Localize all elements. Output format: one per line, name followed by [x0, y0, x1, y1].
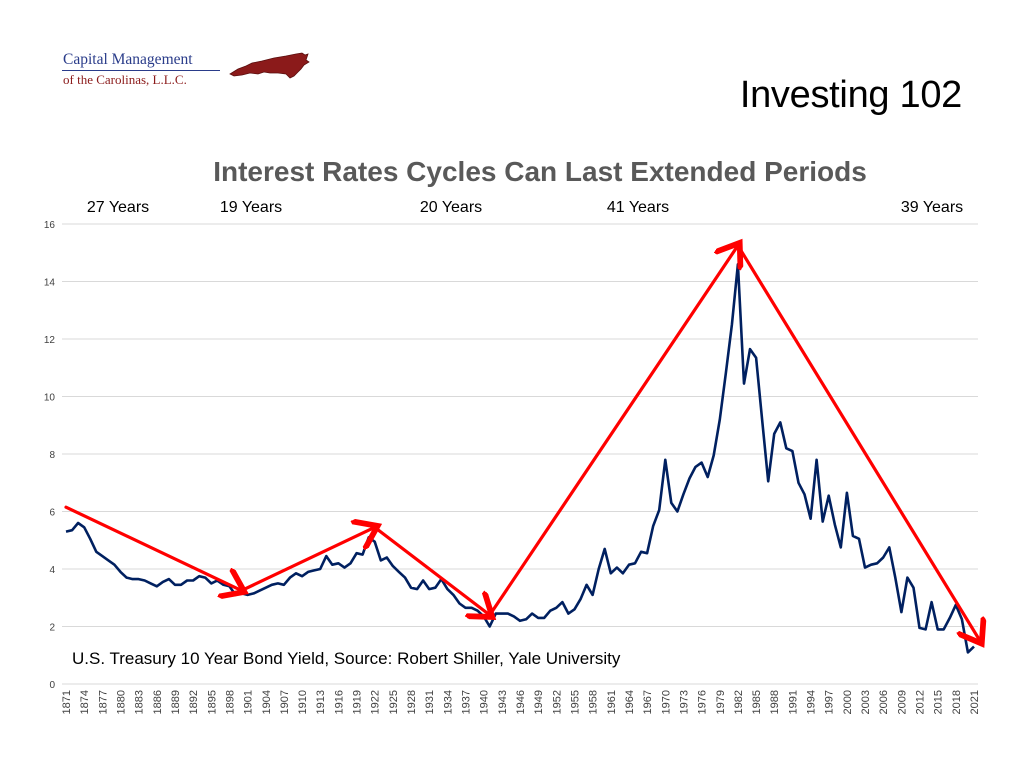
x-tick-label: 1892 [188, 690, 200, 714]
x-tick-label: 1871 [61, 690, 73, 714]
x-tick-label: 1967 [642, 690, 654, 714]
x-tick-label: 1904 [261, 690, 273, 714]
period-label-3: 20 Years [419, 199, 483, 216]
period-label-1: 27 Years [86, 199, 150, 216]
x-tick-label: 2021 [969, 690, 981, 714]
x-tick-label: 1931 [424, 690, 436, 714]
x-tick-label: 1895 [206, 690, 218, 714]
logo-underline [62, 70, 220, 72]
x-tick-label: 1877 [97, 690, 109, 714]
x-tick-label: 1958 [588, 690, 600, 714]
y-tick-label: 12 [44, 335, 56, 346]
y-tick-label: 16 [44, 220, 56, 231]
x-tick-label: 1976 [697, 690, 709, 714]
x-tick-label: 1991 [787, 690, 799, 714]
x-tick-label: 1970 [660, 690, 672, 714]
x-tick-label: 1880 [115, 690, 127, 714]
x-tick-label: 1946 [515, 690, 527, 714]
x-tick-label: 1913 [315, 690, 327, 714]
chart-title: Interest Rates Cycles Can Last Extended … [213, 156, 867, 187]
period-label-4: 41 Years [606, 199, 670, 216]
x-tick-label: 1898 [224, 690, 236, 714]
x-tick-label: 1943 [497, 690, 509, 714]
x-tick-label: 1937 [461, 690, 473, 714]
x-tick-label: 1910 [297, 690, 309, 714]
x-tick-label: 1985 [751, 690, 763, 714]
x-tick-label: 1973 [678, 690, 690, 714]
source-note: U.S. Treasury 10 Year Bond Yield, Source… [70, 649, 623, 669]
y-tick-label: 6 [49, 508, 55, 519]
x-tick-label: 1883 [134, 690, 146, 714]
x-tick-label: 1907 [279, 690, 291, 714]
trend-arrow-1 [64, 505, 242, 590]
trend-arrow-2 [239, 527, 375, 593]
period-label-2: 19 Years [219, 199, 283, 216]
x-tick-label: 1940 [479, 690, 491, 714]
x-tick-label: 1961 [606, 690, 618, 714]
trend-arrow-4 [488, 246, 738, 617]
trend-arrow-3 [373, 525, 490, 615]
x-tick-label: 1949 [533, 690, 545, 714]
x-tick-label: 1901 [243, 690, 255, 714]
x-tick-label: 2015 [933, 690, 945, 714]
y-tick-label: 4 [49, 565, 55, 576]
x-tick-label: 1934 [442, 690, 454, 714]
x-tick-label: 1886 [152, 690, 164, 714]
trend-arrow-5 [736, 243, 980, 641]
x-tick-label: 2018 [951, 690, 963, 714]
x-tick-label: 1955 [569, 690, 581, 714]
x-tick-label: 2000 [842, 690, 854, 714]
x-tick-label: 1916 [333, 690, 345, 714]
x-tick-label: 1979 [715, 690, 727, 714]
x-tick-label: 1928 [406, 690, 418, 714]
period-label-5: 39 Years [900, 199, 964, 216]
y-tick-label: 0 [49, 680, 55, 691]
y-tick-label: 2 [49, 623, 55, 634]
x-tick-label: 1964 [624, 690, 636, 714]
x-tick-label: 1997 [824, 690, 836, 714]
x-tick-label: 2006 [878, 690, 890, 714]
x-tick-label: 1922 [370, 690, 382, 714]
x-tick-label: 1919 [352, 690, 364, 714]
x-tick-label: 1994 [806, 690, 818, 714]
yield-series-line [65, 262, 975, 654]
north-carolina-map-icon [229, 52, 310, 79]
y-tick-label: 10 [44, 393, 56, 404]
x-tick-label: 1988 [769, 690, 781, 714]
x-tick-label: 1889 [170, 690, 182, 714]
x-tick-label: 2009 [896, 690, 908, 714]
slide-title: Investing 102 [739, 74, 962, 116]
x-tick-label: 2003 [860, 690, 872, 714]
x-tick-label: 1874 [79, 690, 91, 714]
logo-company-suffix: of the Carolinas, L.L.C. [63, 72, 187, 87]
logo-company-name: Capital Management [63, 51, 193, 68]
x-tick-label: 1982 [733, 690, 745, 714]
company-logo: Capital Management of the Carolinas, L.L… [60, 48, 320, 92]
y-tick-label: 8 [49, 450, 55, 461]
x-tick-label: 2012 [915, 690, 927, 714]
x-tick-label: 1952 [551, 690, 563, 714]
y-tick-label: 14 [44, 278, 56, 289]
x-tick-label: 1925 [388, 690, 400, 714]
